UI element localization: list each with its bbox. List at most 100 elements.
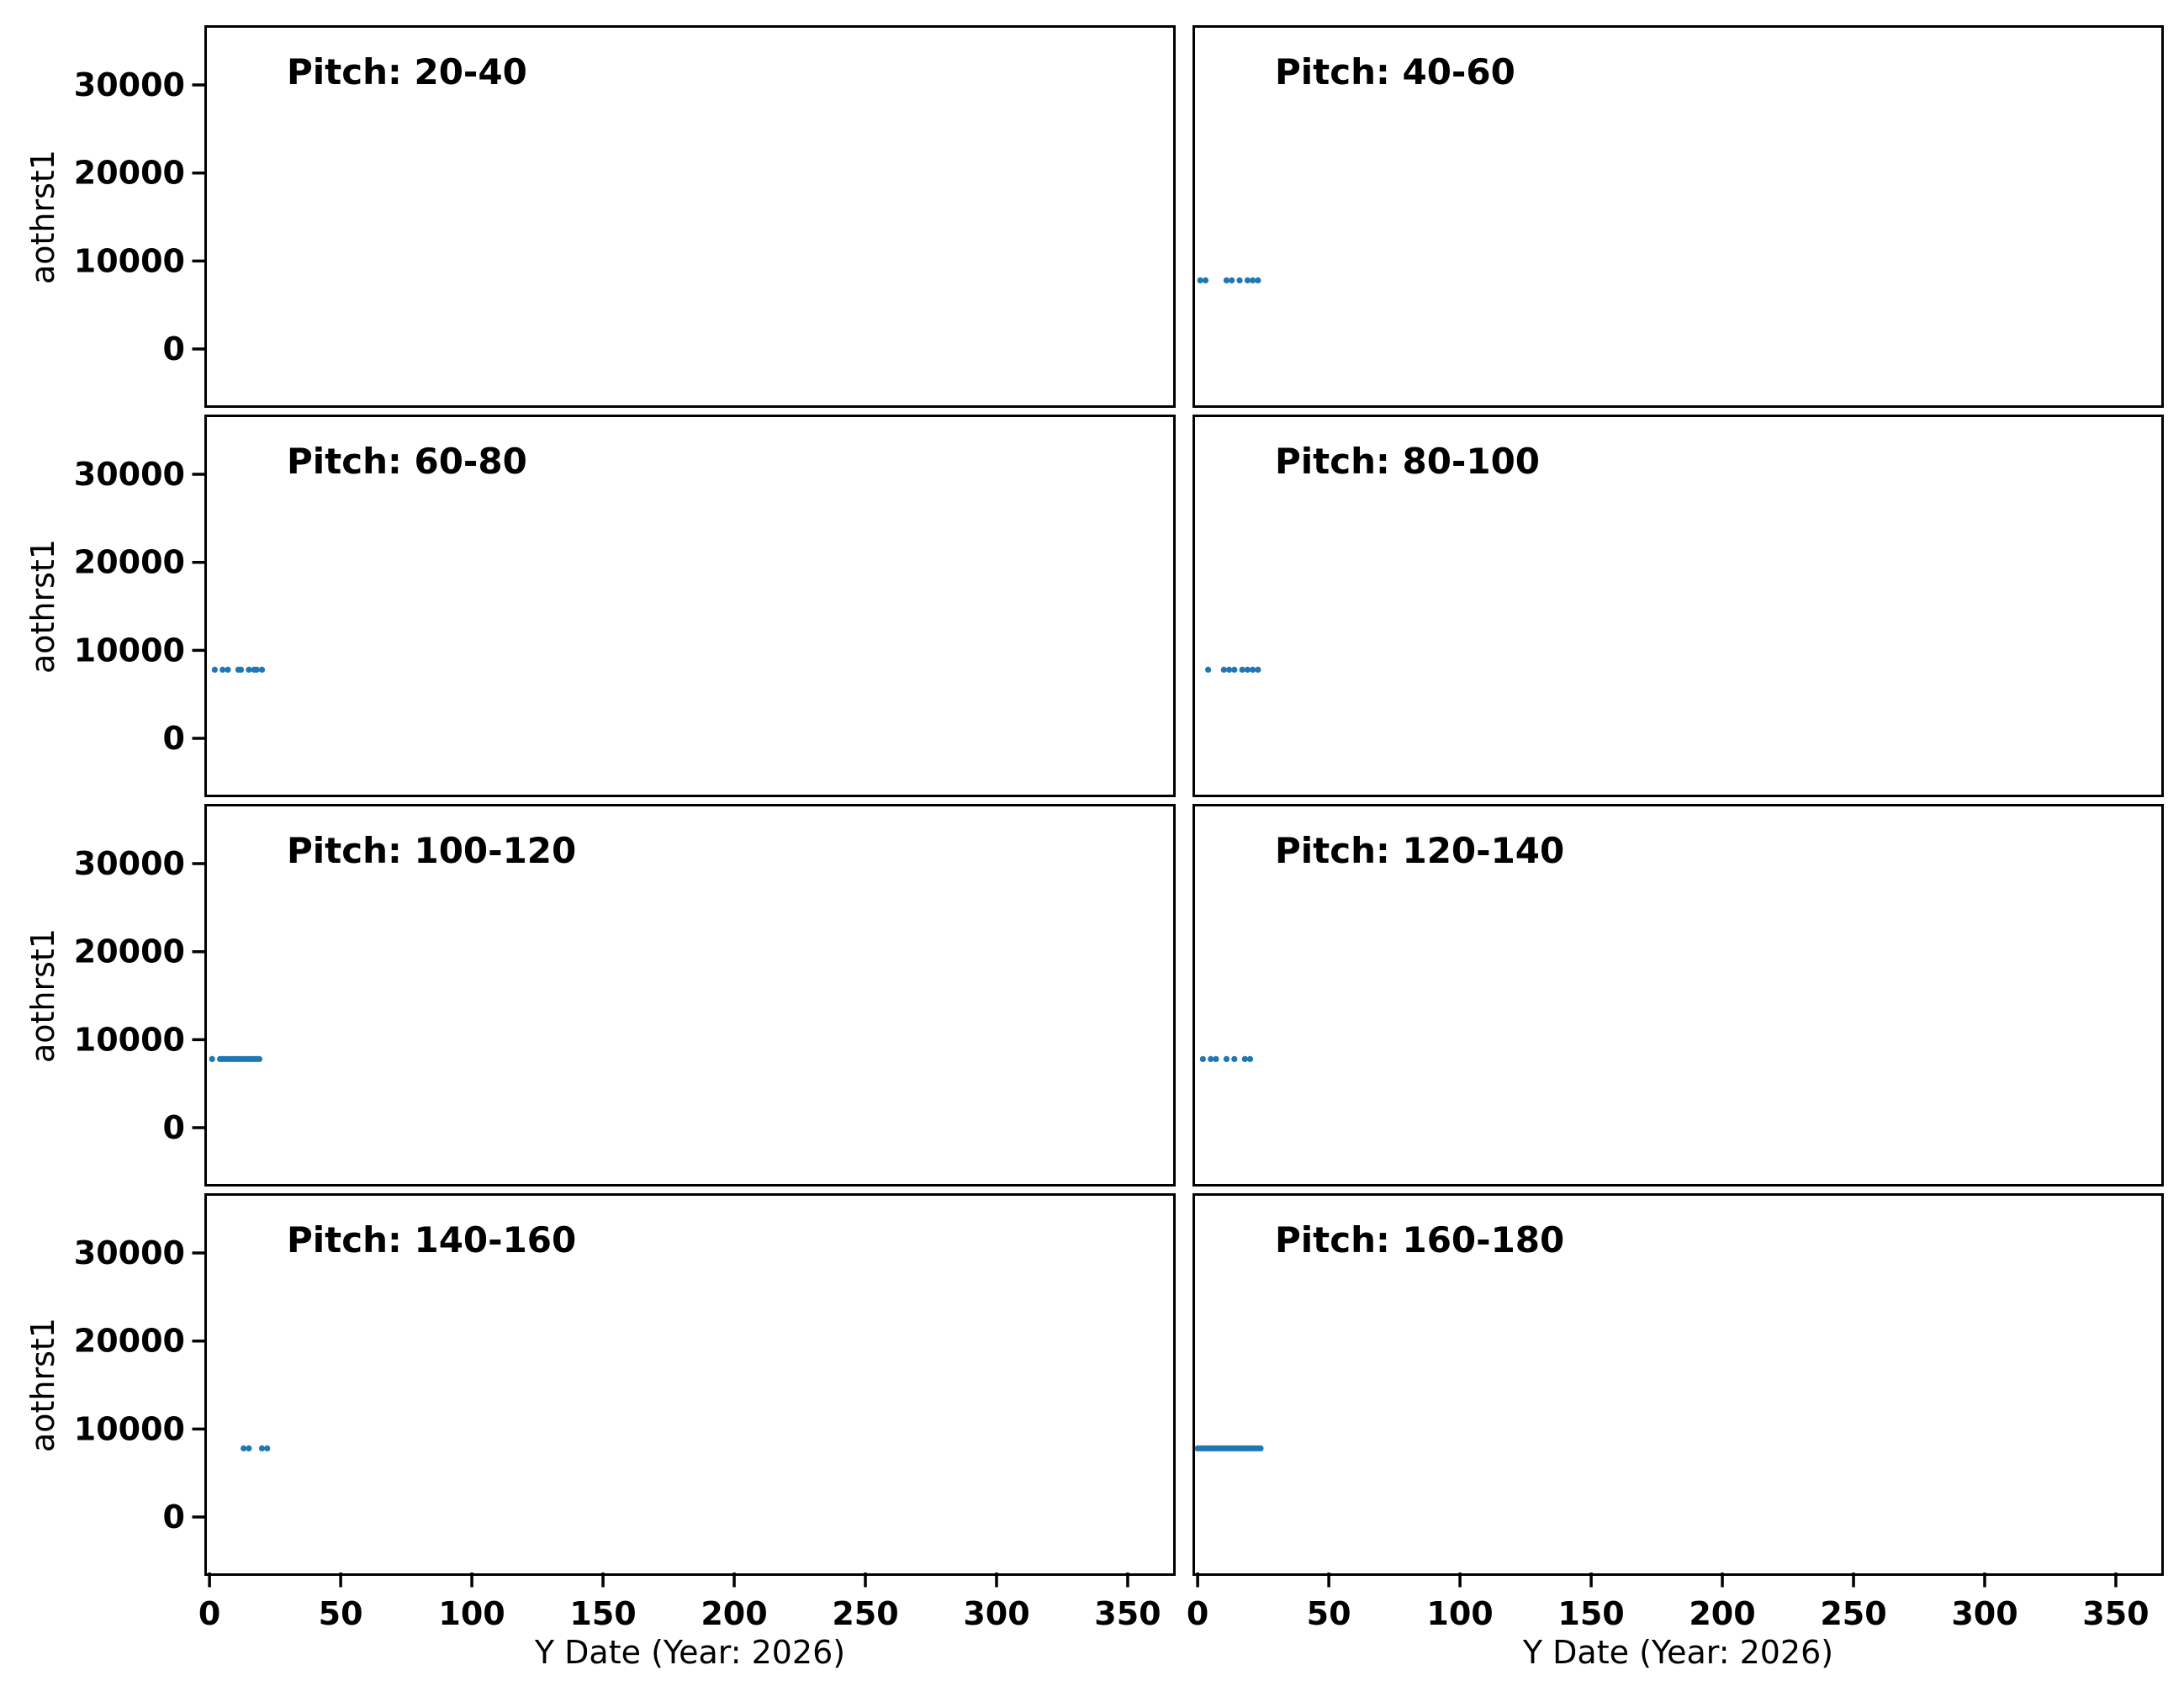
data-point (1236, 277, 1243, 284)
subplot-title: Pitch: 120-140 (1275, 830, 1565, 871)
subplot-pitch-160-180: 0 50 100 150 200 250 300 350 Pitch: 160-180 Y D… (1187, 1193, 2164, 1671)
y-tick-label: 0 (163, 1109, 185, 1146)
y-tick-label: 30000 (74, 845, 185, 882)
scatter-plot-svg: 0 10000 20000 30000 (74, 845, 262, 1146)
data-point (241, 1445, 247, 1452)
data-point (1244, 666, 1251, 674)
data-point (1199, 1055, 1206, 1063)
data-point (1255, 277, 1261, 284)
subplot-title: Pitch: 140-160 (287, 1219, 577, 1261)
x-tick-label: 0 (1187, 1595, 1208, 1632)
data-point (1231, 1055, 1238, 1063)
data-point (225, 666, 231, 674)
y-tick-label: 0 (163, 1498, 185, 1536)
data-point (1255, 666, 1261, 674)
x-tick-label: 150 (569, 1595, 636, 1632)
y-axis-label: aothrst1 (24, 1317, 61, 1452)
data-point (258, 1445, 266, 1452)
subplot-title: Pitch: 80-100 (1275, 441, 1541, 482)
subplot-pitch-140-160: 0 50 100 150 200 250 300 350 0 10000 20000 30000 Pi… (24, 1193, 1176, 1671)
scatter-plot-svg: 0 10000 20000 30000 (74, 66, 207, 367)
data-point (1220, 666, 1227, 674)
data-point (253, 666, 260, 674)
data-point (1223, 277, 1230, 284)
subplot-title: Pitch: 160-180 (1275, 1219, 1565, 1261)
x-tick-label: 50 (319, 1595, 363, 1632)
y-tick-label: 30000 (74, 1234, 185, 1271)
y-tick-label: 10000 (74, 242, 185, 279)
data-point (258, 666, 266, 674)
y-tick-label: 30000 (74, 66, 185, 103)
data-point (1197, 277, 1203, 284)
x-axis-label: Y Date (Year: 2026) (1522, 1634, 1834, 1671)
data-point (1213, 1055, 1219, 1063)
data-point (1208, 1055, 1214, 1063)
data-point (256, 1055, 262, 1063)
subplot-pitch-40-60: Pitch: 40-60 (1192, 25, 2164, 408)
data-point (219, 666, 226, 674)
data-point (264, 1445, 271, 1452)
data-point (1246, 1055, 1254, 1063)
y-tick-label: 10000 (74, 1021, 185, 1058)
scatter-plot-svg: 0 50 100 150 200 250 300 350 (1187, 1445, 2150, 1632)
y-tick-label: 20000 (74, 155, 185, 192)
data-point (1223, 1055, 1230, 1063)
y-tick-label: 0 (163, 720, 185, 757)
subplot-pitch-60-80: 0 10000 20000 30000 Pitch: 60-80 aothrst1 (24, 415, 1176, 797)
subplot-title: Pitch: 40-60 (1275, 51, 1515, 92)
x-tick-label: 250 (832, 1595, 898, 1632)
y-axis-label: aothrst1 (24, 538, 61, 674)
x-tick-label: 300 (963, 1595, 1029, 1632)
data-point (1241, 1055, 1248, 1063)
x-tick-label: 200 (1689, 1595, 1755, 1632)
data-point (1204, 666, 1212, 674)
data-point (237, 666, 245, 674)
x-tick-label: 350 (2082, 1595, 2149, 1632)
y-tick-label: 20000 (74, 933, 185, 970)
y-tick-label: 20000 (74, 1323, 185, 1360)
x-tick-label: 350 (1094, 1595, 1161, 1632)
y-tick-label: 10000 (74, 632, 185, 669)
subplot-pitch-120-140: Pitch: 120-140 (1192, 804, 2164, 1187)
x-tick-label: 100 (438, 1595, 505, 1632)
scatter-plot-svg: 0 10000 20000 30000 (74, 456, 266, 757)
subplot-pitch-20-40: 0 10000 20000 30000 Pitch: 20-40 aothrst1 (24, 25, 1176, 408)
data-point (1231, 666, 1238, 674)
x-tick-label: 150 (1557, 1595, 1624, 1632)
data-point (1239, 666, 1245, 674)
data-point (1225, 666, 1233, 674)
data-point (246, 1445, 252, 1452)
data-point (1257, 1445, 1264, 1452)
y-axis-label: aothrst1 (24, 928, 61, 1063)
x-axis-label: Y Date (Year: 2026) (534, 1634, 846, 1671)
y-tick-label: 0 (163, 330, 185, 367)
data-point (1244, 277, 1251, 284)
data-point (211, 666, 218, 674)
x-tick-label: 100 (1426, 1595, 1493, 1632)
data-point (246, 666, 252, 674)
data-point (1250, 666, 1256, 674)
data-point (1202, 277, 1209, 284)
y-axis-label: aothrst1 (24, 149, 61, 284)
data-point (1250, 277, 1256, 284)
scatter-plot-svg (1204, 666, 1261, 674)
x-tick-label: 200 (701, 1595, 767, 1632)
x-tick-label: 300 (1951, 1595, 2017, 1632)
scatter-plot-svg: 0 50 100 150 200 250 300 350 0 10000 20000 30000 (74, 1234, 1161, 1632)
scatter-plot-svg (1199, 1055, 1254, 1063)
x-tick-label: 50 (1307, 1595, 1351, 1632)
data-point (1229, 277, 1235, 284)
x-tick-label: 0 (198, 1595, 220, 1632)
subplot-pitch-80-100: Pitch: 80-100 (1192, 415, 2164, 797)
data-point (209, 1055, 215, 1063)
subplot-pitch-100-120: 0 10000 20000 30000 Pitch: 100-120 aothrst1 (24, 804, 1176, 1187)
x-tick-label: 250 (1820, 1595, 1886, 1632)
subplot-title: Pitch: 60-80 (287, 441, 527, 482)
scatter-plot-svg (1197, 277, 1261, 284)
y-tick-label: 30000 (74, 456, 185, 493)
subplot-title: Pitch: 100-120 (287, 830, 577, 871)
y-tick-label: 10000 (74, 1410, 185, 1447)
subplot-title: Pitch: 20-40 (287, 51, 527, 92)
y-tick-label: 20000 (74, 544, 185, 581)
